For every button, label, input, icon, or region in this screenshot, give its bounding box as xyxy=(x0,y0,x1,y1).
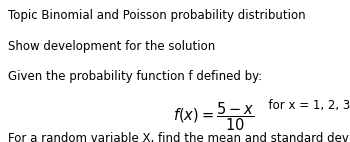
Text: Show development for the solution: Show development for the solution xyxy=(8,40,215,53)
Text: $f(x) = \dfrac{5-x}{10}$: $f(x) = \dfrac{5-x}{10}$ xyxy=(173,100,254,133)
Text: For a random variable X, find the mean and standard deviation.: For a random variable X, find the mean a… xyxy=(8,132,350,142)
Text: Topic Binomial and Poisson probability distribution: Topic Binomial and Poisson probability d… xyxy=(8,9,305,22)
Text: Given the probability function f defined by:: Given the probability function f defined… xyxy=(8,70,262,83)
Text: for x = 1, 2, 3, 4: for x = 1, 2, 3, 4 xyxy=(261,99,350,112)
